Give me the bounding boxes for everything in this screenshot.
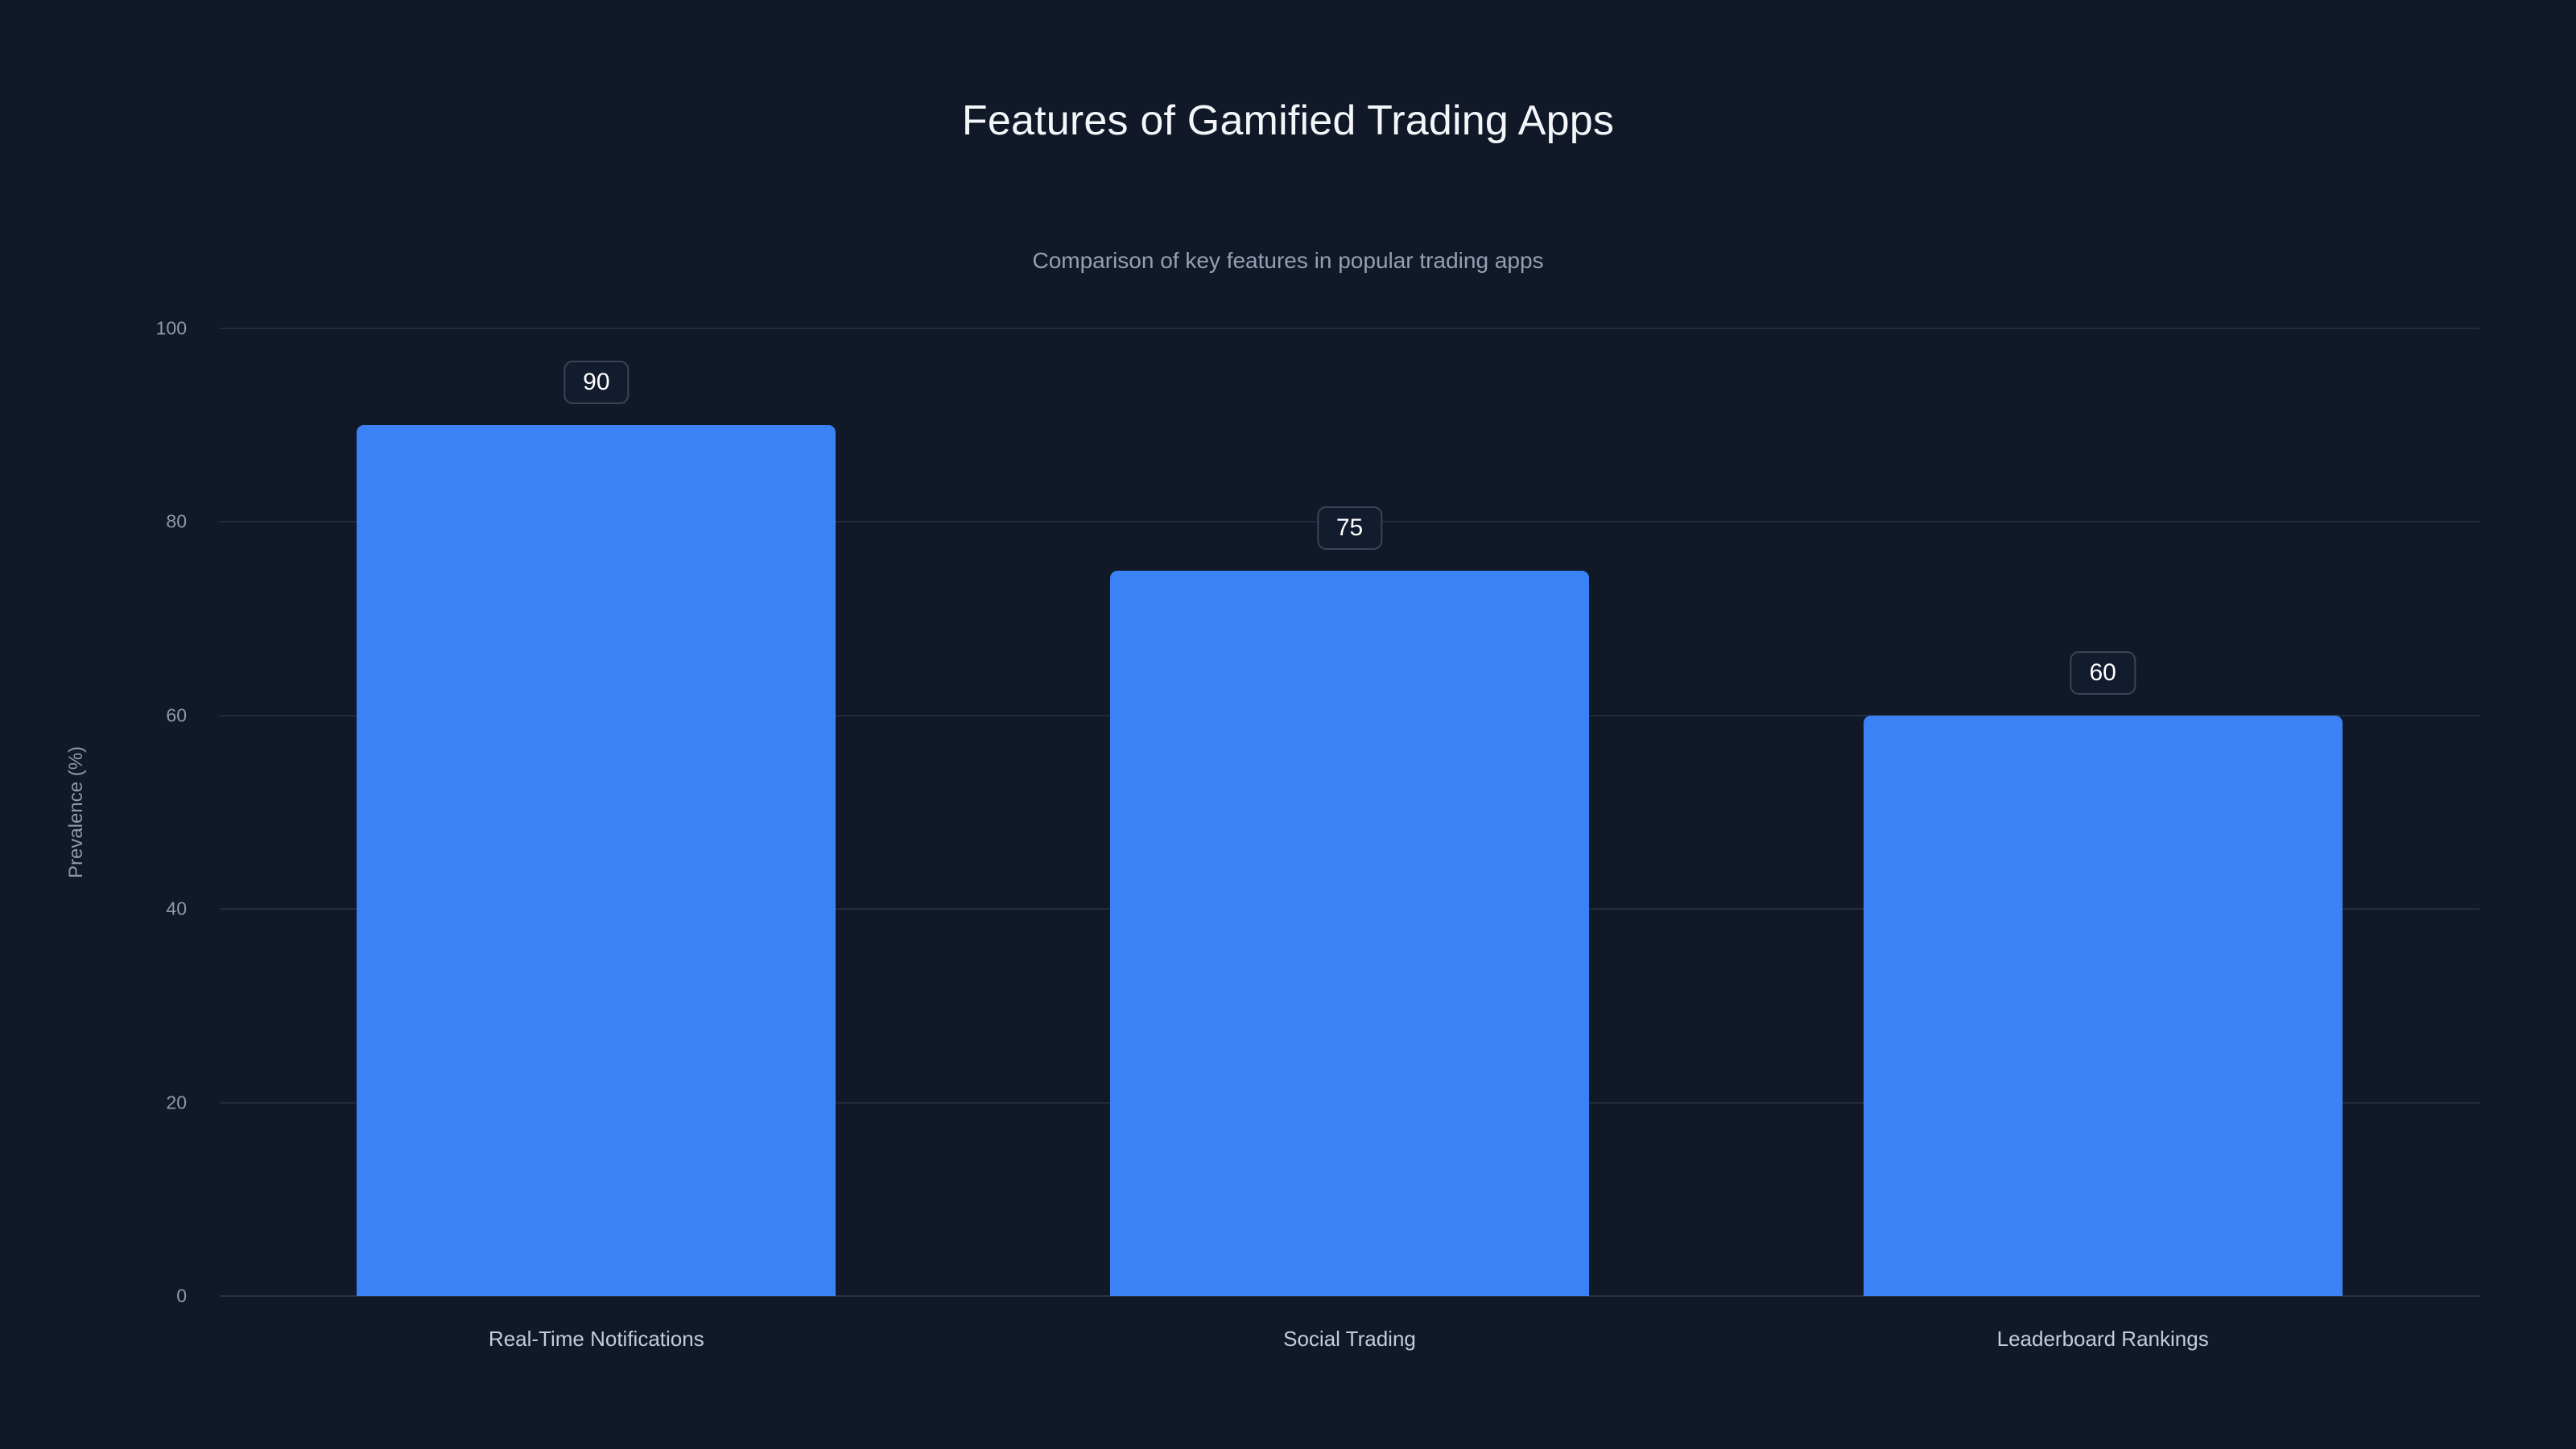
y-tick-label-60: 60 [166,704,187,726]
gridline-100 [220,328,2479,329]
y-axis-tick-labels: 0 20 40 60 80 100 [0,318,201,1307]
value-label-1: 75 [1316,506,1383,550]
bar-2[interactable] [1863,715,2343,1296]
x-axis-label-2: Leaderboard Rankings [1996,1327,2209,1351]
x-axis-label-1: Social Trading [1283,1327,1416,1351]
y-tick-label-100: 100 [155,317,187,339]
plot-area [220,328,2479,1297]
bar-0[interactable] [357,425,836,1296]
y-tick-label-80: 80 [166,510,187,532]
x-axis-label-0: Real-Time Notifications [488,1327,704,1351]
y-tick-label-40: 40 [166,898,187,919]
chart-subtitle: Comparison of key features in popular tr… [1032,248,1544,273]
y-tick-label-20: 20 [166,1092,187,1113]
bar-1[interactable] [1110,570,1589,1296]
chart-title: Features of Gamified Trading Apps [961,97,1615,144]
gridline-0 [220,1295,2479,1297]
value-label-0: 90 [564,361,630,405]
value-label-2: 60 [2070,650,2136,695]
y-tick-label-0: 0 [176,1285,187,1307]
